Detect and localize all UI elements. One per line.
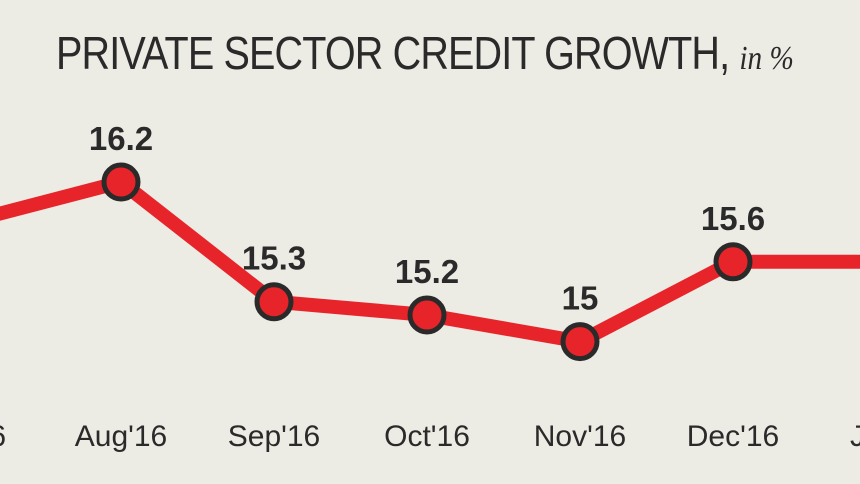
data-point-5 xyxy=(713,242,753,282)
x-tick-label-4: Nov'16 xyxy=(534,420,626,453)
data-point-3 xyxy=(407,295,447,335)
x-tick-label-3: Oct'16 xyxy=(384,420,470,453)
data-label-3: 15.2 xyxy=(395,253,459,290)
chart-title-main: PRIVATE SECTOR CREDIT GROWTH, xyxy=(56,27,730,79)
x-tick-label-5: Dec'16 xyxy=(687,420,779,453)
chart-title: PRIVATE SECTOR CREDIT GROWTH, in % xyxy=(56,26,794,80)
data-label-4: 15 xyxy=(562,280,599,317)
data-label-1: 16.2 xyxy=(89,120,153,157)
data-label-2: 15.3 xyxy=(242,240,306,277)
x-tick-label-0: 6 xyxy=(0,420,6,453)
data-point-2 xyxy=(254,282,294,322)
x-tick-label-1: Aug'16 xyxy=(75,420,167,453)
chart-title-unit: in % xyxy=(739,40,794,77)
x-tick-label-2: Sep'16 xyxy=(228,420,320,453)
data-point-4 xyxy=(560,322,600,362)
data-point-1 xyxy=(101,162,141,202)
x-tick-label-6: J xyxy=(850,420,860,453)
data-label-5: 15.6 xyxy=(701,200,765,237)
